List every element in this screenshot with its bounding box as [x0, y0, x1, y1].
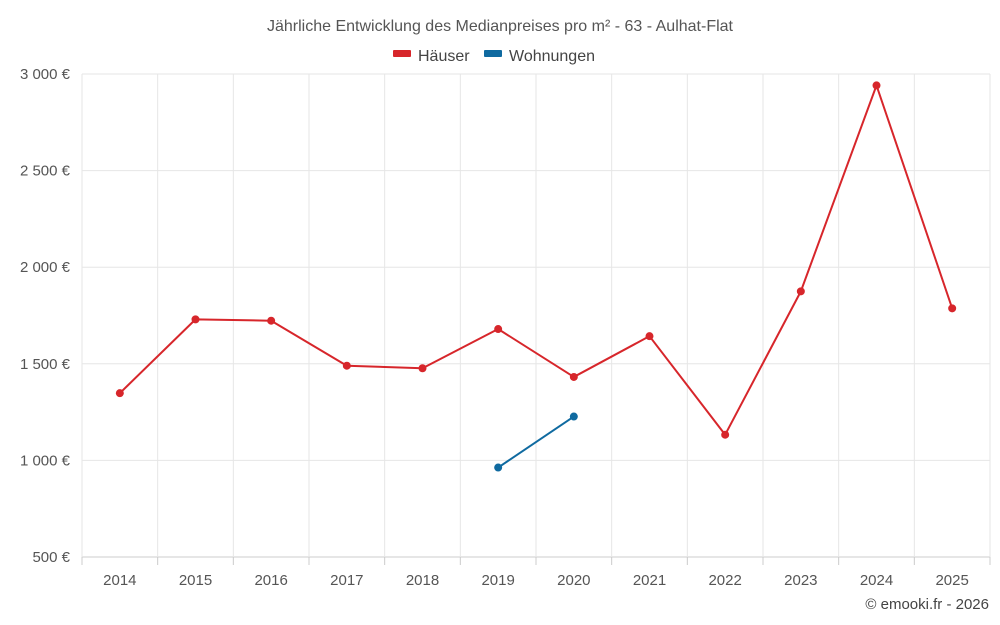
x-tick-label: 2018 [406, 572, 439, 589]
credit-text: © emooki.fr - 2026 [865, 596, 989, 613]
data-point-wohnungen-2020[interactable] [569, 412, 578, 421]
x-tick-label: 2017 [330, 572, 363, 589]
grid [81, 73, 991, 565]
y-tick-label: 2 500 € [20, 163, 71, 180]
chart-legend: Häuser Wohnungen [393, 48, 595, 65]
series-line-haeuser [119, 84, 954, 436]
data-point-haeuser-2024[interactable] [872, 81, 881, 90]
x-axis-labels: 2014 2015 2016 2017 2018 2019 2020 2021 2022 2023… [103, 572, 969, 589]
data-point-haeuser-2017[interactable] [342, 361, 351, 370]
y-tick-label: 2 000 € [20, 259, 71, 276]
x-tick-label: 2020 [557, 572, 590, 589]
data-point-haeuser-2023[interactable] [796, 287, 805, 296]
data-point-haeuser-2018[interactable] [418, 364, 427, 373]
data-point-haeuser-2015[interactable] [191, 315, 200, 324]
legend-swatch-wohnungen[interactable] [484, 50, 502, 57]
legend-label-wohnungen[interactable]: Wohnungen [509, 48, 595, 65]
legend-swatch-haeuser[interactable] [393, 50, 411, 57]
data-point-haeuser-2020[interactable] [569, 372, 578, 381]
x-tick-label: 2019 [481, 572, 514, 589]
x-tick-label: 2022 [708, 572, 741, 589]
y-tick-label: 1 000 € [20, 452, 71, 469]
data-point-haeuser-2021[interactable] [645, 332, 654, 341]
series-line-wohnungen [497, 415, 575, 469]
x-tick-label: 2014 [103, 572, 136, 589]
y-tick-label: 500 € [32, 549, 70, 566]
data-point-wohnungen-2019[interactable] [494, 463, 503, 472]
legend-label-haeuser[interactable]: Häuser [418, 48, 470, 65]
data-point-haeuser-2019[interactable] [494, 325, 503, 334]
x-tick-label: 2016 [254, 572, 287, 589]
series-layer [115, 81, 957, 472]
x-tick-label: 2023 [784, 572, 817, 589]
x-tick-label: 2015 [179, 572, 212, 589]
data-point-haeuser-2025[interactable] [948, 304, 957, 313]
chart-title: Jährliche Entwicklung des Medianpreises … [267, 18, 734, 35]
data-point-haeuser-2022[interactable] [721, 430, 730, 439]
y-tick-label: 1 500 € [20, 356, 71, 373]
data-point-haeuser-2016[interactable] [267, 316, 276, 325]
x-tick-label: 2025 [935, 572, 968, 589]
y-axis-labels: 500 € 1 000 € 1 500 € 2 000 € 2 500 € 3 000 € [20, 66, 71, 566]
x-tick-label: 2024 [860, 572, 893, 589]
y-tick-label: 3 000 € [20, 66, 71, 83]
data-point-haeuser-2014[interactable] [115, 389, 124, 398]
x-tick-label: 2021 [633, 572, 666, 589]
